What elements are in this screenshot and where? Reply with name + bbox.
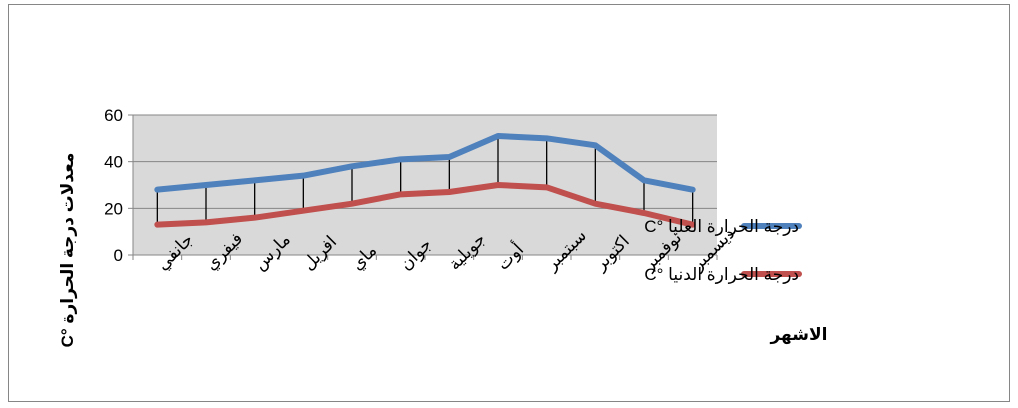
y-tick-label: 20 [104,199,123,218]
axes [132,115,718,260]
y-axis-title: معدلات درجة الحرارة °C [58,153,78,348]
high-low-lines [156,136,694,225]
series-line-1 [154,133,696,193]
series-lines [154,133,696,228]
legend-label-2: درجة الحرارة الدنيا °C [644,265,799,284]
y-tick-label: 0 [114,246,123,265]
legend-label-1: درجة الحرارة العليا °C [644,217,799,236]
y-tick-label: 40 [104,153,123,172]
y-tick-label: 60 [104,106,123,125]
y-tick-labels: 0 20 40 60 [104,106,123,265]
x-axis-title: الاشهر [769,325,827,345]
legend: درجة الحرارة العليا °C درجة الحرارة الدني… [644,217,802,284]
series-line-2 [154,182,696,228]
chart-frame: 0 20 40 60 جانفي فيفري مارس افريل ماي جوان جويلية… [8,4,1010,402]
